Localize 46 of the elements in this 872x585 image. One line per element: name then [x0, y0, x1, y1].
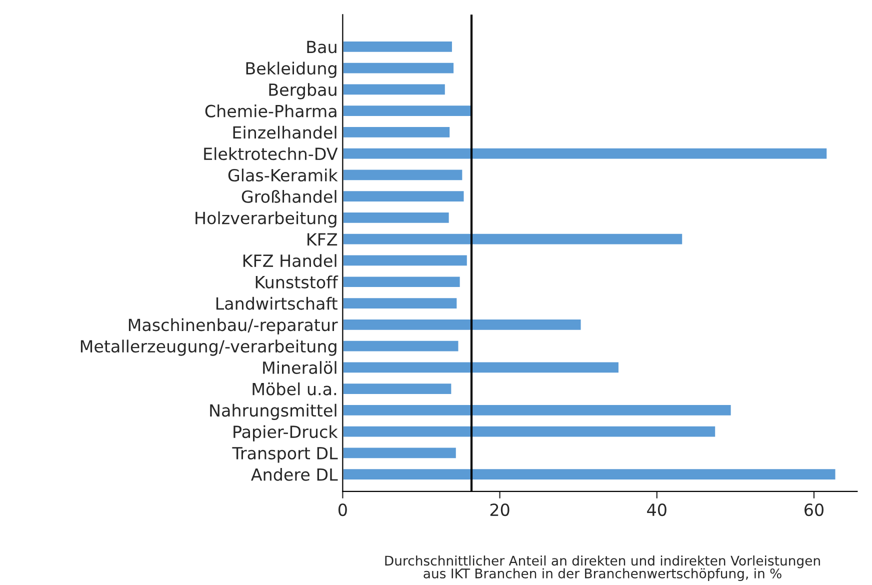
bar — [342, 126, 451, 139]
y-tick-label: Metallerzeugung/-verarbeitung — [80, 340, 336, 356]
bar — [342, 232, 684, 246]
y-tick-label: Mineralöl — [263, 361, 336, 374]
bar — [342, 446, 458, 460]
x-axis-title: Durchschnittlicher Anteil an direkten und indirekten Vorleistungen aus IKT Branchen in der Branchenwertschöpfung, in % — [385, 555, 820, 581]
y-tick-label: Glas-Keramik — [228, 168, 338, 182]
y-tick-label: KFZ — [308, 233, 338, 246]
y-tick-label: Landwirtschaft — [216, 296, 338, 310]
y-tick-label: Kunststoff — [256, 276, 338, 288]
bar — [342, 382, 453, 396]
bar — [342, 339, 460, 353]
y-tick-label: Andere DL — [251, 468, 338, 481]
y-tick-label: Transport DL — [232, 447, 338, 463]
bar — [342, 360, 620, 374]
y-tick-label: Möbel u.a. — [252, 382, 336, 396]
y-tick-label: Bergbau — [269, 83, 336, 100]
y-tick-label: Chemie-Pharma — [205, 104, 336, 118]
y-tick-label: Großhandel — [242, 190, 336, 203]
bar — [342, 82, 446, 96]
bar — [342, 168, 464, 182]
bar — [342, 296, 458, 310]
bar — [342, 211, 450, 224]
bar — [342, 468, 837, 481]
bar — [342, 147, 828, 160]
bar — [342, 40, 454, 54]
y-tick-label: Bau — [307, 40, 336, 54]
bar — [342, 404, 732, 417]
bar — [342, 254, 468, 268]
bar — [342, 318, 582, 332]
x-tick-label: 60 — [804, 504, 824, 516]
y-tick-label: KFZ Handel — [243, 254, 336, 268]
bar — [342, 424, 716, 438]
bar — [342, 275, 462, 288]
y-tick-label: Maschinenbau/-reparatur — [128, 318, 338, 334]
y-tick-label: Holzverarbeitung — [196, 211, 336, 228]
x-tick-label: 40 — [647, 504, 666, 516]
bar — [342, 190, 466, 203]
y-tick-label: Papier-Druck — [234, 425, 338, 442]
y-tick-label: Einzelhandel — [233, 126, 336, 139]
y-tick-label: Elektrotechn-DV — [204, 147, 338, 160]
y-tick-label: Nahrungsmittel — [210, 404, 336, 420]
x-tick-label: 0 — [338, 504, 347, 516]
y-tick-label: Bekleidung — [246, 62, 336, 78]
x-tick-label: 20 — [490, 504, 510, 516]
bar — [342, 62, 455, 75]
